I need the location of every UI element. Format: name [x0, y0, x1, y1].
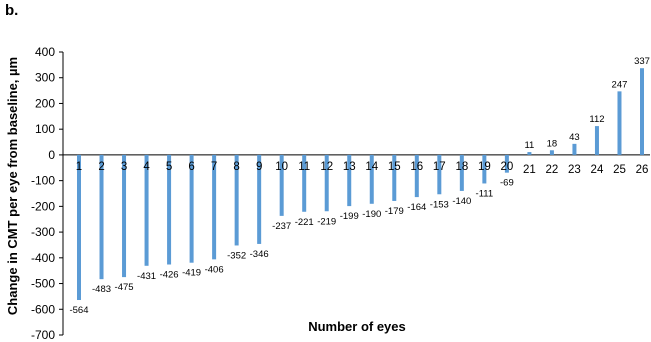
- data-label: 18: [547, 138, 558, 149]
- y-tick-label: -600: [31, 302, 55, 316]
- data-label: 112: [589, 114, 604, 125]
- data-label: 11: [524, 140, 534, 151]
- bar: [369, 154, 374, 204]
- data-label: -426: [160, 270, 179, 281]
- data-label: -140: [452, 196, 471, 207]
- bar: [392, 154, 397, 201]
- data-label: 337: [634, 56, 650, 67]
- category-label: 14: [365, 161, 378, 173]
- data-label: -419: [182, 268, 201, 279]
- category-label: 18: [455, 161, 468, 173]
- bar: [437, 154, 442, 195]
- category-label: 24: [591, 164, 604, 176]
- y-axis: 400 300 200 100 0 -100 -200 -300 -400 -500 -600 -70…: [31, 45, 650, 342]
- bar: [482, 154, 487, 184]
- x-axis-title: Number of eyes: [308, 319, 406, 334]
- bar: [640, 68, 644, 155]
- bar: [279, 154, 284, 216]
- category-label: 25: [613, 164, 626, 176]
- bar: [324, 154, 329, 212]
- data-label: -111: [476, 188, 494, 199]
- data-label: -199: [340, 211, 359, 222]
- category-label: 4: [143, 161, 150, 173]
- bar: [527, 152, 532, 155]
- y-tick-label: -500: [31, 277, 55, 291]
- y-tick-label: 300: [35, 71, 55, 85]
- category-label: 20: [500, 161, 513, 173]
- category-label: 7: [211, 161, 217, 173]
- category-label: 23: [568, 164, 581, 176]
- category-label: 9: [256, 161, 262, 173]
- data-label: 247: [612, 79, 628, 90]
- data-label: -153: [430, 199, 449, 210]
- data-label: -164: [407, 202, 426, 213]
- data-label: -219: [317, 216, 336, 227]
- category-label: 8: [233, 161, 239, 173]
- category-label: 22: [546, 164, 559, 176]
- y-tick-label: 0: [48, 148, 55, 162]
- bar: [572, 143, 577, 155]
- category-label: 3: [121, 161, 127, 173]
- data-label: -475: [115, 282, 134, 293]
- bar: [504, 154, 509, 173]
- bar: [144, 154, 149, 266]
- category-label: 1: [76, 161, 82, 173]
- category-label: 15: [388, 161, 401, 173]
- bar: [167, 154, 172, 265]
- bar: [99, 154, 104, 280]
- bar: [212, 154, 217, 260]
- data-label: -564: [69, 305, 88, 316]
- y-tick-label: -300: [31, 225, 55, 239]
- data-label: -237: [272, 221, 291, 232]
- bars: [77, 68, 644, 301]
- data-label: -69: [500, 178, 514, 189]
- category-label: 10: [275, 161, 288, 173]
- y-tick-label: 200: [35, 96, 55, 110]
- bar: [347, 154, 352, 207]
- data-label: -221: [295, 217, 314, 228]
- bar: [302, 154, 307, 212]
- y-tick-label: 400: [35, 45, 55, 59]
- category-label: 6: [188, 161, 194, 173]
- bar: [234, 154, 239, 246]
- data-label: -346: [250, 249, 269, 260]
- y-tick-label: -700: [31, 328, 55, 342]
- bar: [594, 126, 599, 155]
- bar: [459, 154, 464, 191]
- bar: [414, 154, 419, 198]
- category-label: 19: [478, 161, 491, 173]
- y-tick-label: 100: [35, 122, 55, 136]
- bar: [77, 154, 81, 301]
- bar: [257, 154, 262, 244]
- category-label: 26: [636, 164, 649, 176]
- bar: [549, 150, 554, 155]
- y-tick-label: -100: [31, 174, 55, 188]
- data-label: -352: [227, 250, 246, 261]
- category-label: 13: [343, 161, 356, 173]
- data-label: -406: [205, 264, 224, 275]
- category-label: 16: [410, 161, 423, 173]
- data-labels: -564 -483 -475-431 -426 -419 -406-352 -346 -237…: [69, 56, 649, 316]
- category-label: 17: [433, 161, 446, 173]
- category-labels: 1 2 3 4 5 6 7 8 9 10 11 12 13 14 15 16 17 18 19 20 21 22 23 24 2…: [76, 161, 649, 176]
- y-tick-label: -200: [31, 199, 55, 213]
- bar: [617, 91, 622, 155]
- data-label: -190: [362, 209, 381, 220]
- category-label: 5: [166, 161, 172, 173]
- data-label: -431: [137, 271, 156, 282]
- category-label: 2: [98, 161, 104, 173]
- y-axis-title: Change in CMT per eye from baseline, µm: [5, 57, 20, 315]
- category-label: 11: [298, 161, 310, 173]
- data-label: 43: [569, 132, 580, 143]
- bar: [122, 154, 127, 278]
- y-tick-label: -400: [31, 251, 55, 265]
- category-label: 12: [320, 161, 333, 173]
- data-label: -179: [385, 206, 404, 217]
- category-label: 21: [523, 164, 536, 176]
- data-label: -483: [92, 284, 111, 295]
- bar: [189, 154, 194, 263]
- panel-label: b.: [5, 2, 19, 19]
